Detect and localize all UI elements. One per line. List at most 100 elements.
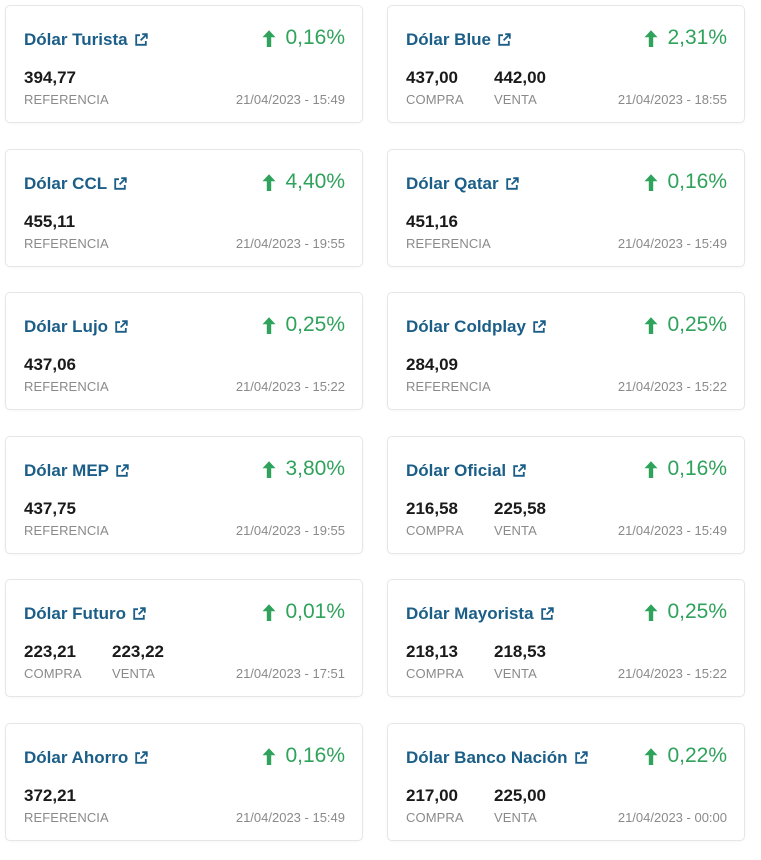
rate-timestamp: 21/04/2023 - 17:51: [235, 666, 345, 681]
rate-value: 217,00: [406, 786, 458, 805]
rate-card-title-link[interactable]: Dólar Lujo: [24, 317, 128, 337]
rate-card-dolar-ccl[interactable]: Dólar CCL 4,40% 455,11 REFERENCIA 21/04/2023…: [5, 149, 363, 267]
external-link-icon[interactable]: [114, 320, 128, 334]
rate-value-label: VENTA: [494, 92, 537, 107]
rate-value: 218,13: [406, 642, 458, 661]
rate-value-label: REFERENCIA: [24, 92, 109, 107]
arrow-up-icon: [261, 173, 277, 192]
rate-card-title-link[interactable]: Dólar Qatar: [406, 174, 519, 194]
external-link-icon[interactable]: [574, 751, 588, 765]
external-link-icon[interactable]: [540, 607, 554, 621]
external-link-icon[interactable]: [497, 33, 511, 47]
rate-change: 4,40%: [261, 170, 345, 194]
rate-card-title-link[interactable]: Dólar Futuro: [24, 604, 146, 624]
rate-card-dolar-banco-nacion[interactable]: Dólar Banco Nación 0,22% 217,00 COMPRA 225,0…: [387, 723, 745, 841]
rate-value-label: COMPRA: [24, 666, 82, 681]
rate-timestamp: 21/04/2023 - 18:55: [617, 92, 727, 107]
rate-value: 225,00: [494, 786, 546, 805]
external-link-icon[interactable]: [115, 464, 129, 478]
rate-card-title: Dólar Banco Nación: [406, 748, 568, 767]
external-link-icon[interactable]: [113, 177, 127, 191]
rate-change: 0,25%: [643, 600, 727, 624]
rate-card-dolar-blue[interactable]: Dólar Blue 2,31% 437,00 COMPRA 442,00 VENTA 21…: [387, 5, 745, 123]
rate-change-value: 0,16%: [285, 744, 345, 767]
external-link-icon[interactable]: [532, 320, 546, 334]
rate-card-title-link[interactable]: Dólar Blue: [406, 30, 511, 50]
rate-value: 394,77: [24, 68, 76, 87]
rate-value: 437,06: [24, 355, 76, 374]
arrow-up-icon: [643, 173, 659, 192]
rate-card-dolar-ahorro[interactable]: Dólar Ahorro 0,16% 372,21 REFERENCIA 21/04/2…: [5, 723, 363, 841]
external-link-icon[interactable]: [132, 607, 146, 621]
rate-card-title: Dólar Coldplay: [406, 317, 526, 336]
arrow-up-icon: [261, 460, 277, 479]
rate-value: 223,21: [24, 642, 76, 661]
rate-change-value: 4,40%: [285, 170, 345, 193]
arrow-up-icon: [261, 29, 277, 48]
rate-change: 0,16%: [643, 170, 727, 194]
rate-value-label: VENTA: [494, 666, 537, 681]
rate-card-title: Dólar Futuro: [24, 604, 126, 623]
external-link-icon[interactable]: [512, 464, 526, 478]
rate-timestamp: 21/04/2023 - 19:55: [235, 236, 345, 251]
rate-change: 0,01%: [261, 600, 345, 624]
rate-change: 0,16%: [261, 744, 345, 768]
rate-timestamp: 21/04/2023 - 15:49: [235, 810, 345, 825]
rate-card-dolar-lujo[interactable]: Dólar Lujo 0,25% 437,06 REFERENCIA 21/04/202…: [5, 292, 363, 410]
arrow-up-icon: [261, 747, 277, 766]
rate-value: 437,75: [24, 499, 76, 518]
rate-change-value: 0,16%: [667, 457, 727, 480]
rate-card-title-link[interactable]: Dólar MEP: [24, 461, 129, 481]
rate-value-label: REFERENCIA: [24, 236, 109, 251]
rate-timestamp: 21/04/2023 - 15:49: [617, 236, 727, 251]
rate-value: 372,21: [24, 786, 76, 805]
rate-card-title-link[interactable]: Dólar Mayorista: [406, 604, 554, 624]
rate-value-label: VENTA: [494, 523, 537, 538]
rate-change-value: 0,25%: [667, 600, 727, 623]
rate-value-label: COMPRA: [406, 523, 464, 538]
rate-change-value: 2,31%: [667, 26, 727, 49]
arrow-up-icon: [261, 316, 277, 335]
rate-value-label: VENTA: [112, 666, 155, 681]
rate-timestamp: 21/04/2023 - 15:22: [235, 379, 345, 394]
rate-card-title: Dólar Lujo: [24, 317, 109, 336]
rate-value-label: VENTA: [494, 810, 537, 825]
rate-timestamp: 21/04/2023 - 15:49: [617, 523, 727, 538]
rate-card-title: Dólar CCL: [24, 174, 108, 193]
rate-card-dolar-mep[interactable]: Dólar MEP 3,80% 437,75 REFERENCIA 21/04/2023…: [5, 436, 363, 554]
rate-value: 225,58: [494, 499, 546, 518]
rate-value: 442,00: [494, 68, 546, 87]
rate-card-title-link[interactable]: Dólar CCL: [24, 174, 127, 194]
external-link-icon[interactable]: [134, 751, 148, 765]
arrow-up-icon: [261, 603, 277, 622]
rate-value-label: REFERENCIA: [406, 379, 491, 394]
rate-card-title: Dólar Mayorista: [406, 604, 534, 623]
arrow-up-icon: [643, 747, 659, 766]
rate-value: 455,11: [24, 212, 76, 231]
external-link-icon[interactable]: [134, 33, 148, 47]
rate-card-dolar-turista[interactable]: Dólar Turista 0,16% 394,77 REFERENCIA 21/04/…: [5, 5, 363, 123]
rate-card-title: Dólar Blue: [406, 30, 492, 49]
rate-card-title-link[interactable]: Dólar Coldplay: [406, 317, 546, 337]
rate-change: 2,31%: [643, 26, 727, 50]
rate-card-dolar-qatar[interactable]: Dólar Qatar 0,16% 451,16 REFERENCIA 21/04/20…: [387, 149, 745, 267]
rate-card-title-link[interactable]: Dólar Ahorro: [24, 748, 148, 768]
rate-value-label: REFERENCIA: [24, 379, 109, 394]
rate-card-title-link[interactable]: Dólar Turista: [24, 30, 148, 50]
rate-value-label: REFERENCIA: [24, 523, 109, 538]
rate-card-dolar-coldplay[interactable]: Dólar Coldplay 0,25% 284,09 REFERENCIA 21/04…: [387, 292, 745, 410]
external-link-icon[interactable]: [505, 177, 519, 191]
arrow-up-icon: [643, 603, 659, 622]
rate-card-title: Dólar Qatar: [406, 174, 499, 193]
rate-card-dolar-futuro[interactable]: Dólar Futuro 0,01% 223,21 COMPRA 223,22 VENTA…: [5, 579, 363, 697]
rate-value-label: REFERENCIA: [406, 236, 491, 251]
rate-change-value: 0,22%: [667, 744, 727, 767]
rate-card-dolar-mayorista[interactable]: Dólar Mayorista 0,25% 218,13 COMPRA 218,53 VE…: [387, 579, 745, 697]
rate-change: 3,80%: [261, 457, 345, 481]
rate-card-dolar-oficial[interactable]: Dólar Oficial 0,16% 216,58 COMPRA 225,58 VENT…: [387, 436, 745, 554]
rate-change: 0,16%: [261, 26, 345, 50]
rate-timestamp: 21/04/2023 - 15:22: [617, 379, 727, 394]
rate-card-title-link[interactable]: Dólar Oficial: [406, 461, 526, 481]
rate-card-title-link[interactable]: Dólar Banco Nación: [406, 748, 588, 768]
